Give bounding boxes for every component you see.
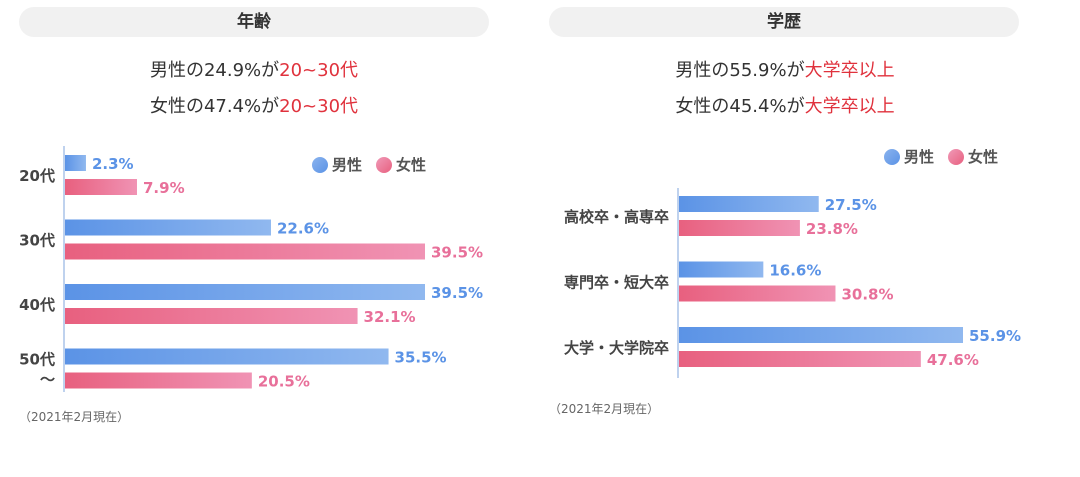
age-summary: 男性の24.9%が20~30代 女性の47.4%が20~30代 (0, 53, 508, 125)
category-label-2: 40代 (19, 296, 55, 314)
education-summary-male-text: 男性の55.9%が (675, 60, 805, 81)
age-summary-male-text: 男性の24.9%が (149, 60, 280, 81)
data-label-male-1: 22.6% (277, 220, 329, 238)
education-summary-line-female: 女性の45.4%が大学卒以上 (530, 89, 1040, 125)
education-chart: 27.5% 23.8% 高校卒・高専卒 16.6% 30.8% 専門卒・短大卒 55.9% 4… (564, 188, 1021, 378)
legend-male-label: 男性 (904, 148, 935, 166)
education-summary-female-highlight: 大学卒以上 (804, 96, 895, 117)
education-panel: 学歴 男性の55.9%が大学卒以上 女性の45.4%が大学卒以上 男性 女性 2… (530, 0, 1060, 477)
data-label-male-3: 35.5% (395, 349, 447, 367)
age-summary-line-male: 男性の24.9%が20~30代 (0, 53, 508, 89)
male-dot-icon (884, 148, 900, 165)
age-panel: 年齢 男性の24.9%が20~30代 女性の47.4%が20~30代 男性 女性… (0, 0, 510, 477)
education-summary-line-male: 男性の55.9%が大学卒以上 (530, 53, 1040, 89)
age-summary-female-text: 女性の47.4%が (149, 96, 280, 117)
category-label-3: 〜 (40, 371, 55, 389)
bar-male-1 (65, 219, 271, 236)
education-note: （2021年2月現在） (549, 402, 660, 416)
legend-female-label: 女性 (968, 148, 999, 166)
category-label-1: 30代 (19, 232, 55, 250)
data-label-female-2: 32.1% (364, 308, 416, 326)
education-title: 学歴 (549, 7, 1019, 37)
education-summary-female-text: 女性の45.4%が (675, 96, 805, 117)
age-title: 年齢 (19, 7, 489, 37)
education-summary-male-highlight: 大学卒以上 (804, 60, 895, 81)
category-label-1: 専門卒・短大卒 (564, 274, 669, 292)
female-dot-icon (948, 148, 965, 165)
age-summary-line-female: 女性の47.4%が20~30代 (0, 89, 508, 125)
bar-female-0 (679, 220, 800, 236)
data-label-female-0: 23.8% (806, 220, 858, 238)
legend-male-label: 男性 (332, 156, 363, 174)
data-label-female-3: 20.5% (258, 373, 310, 391)
legend-female: 女性 (376, 154, 426, 175)
data-label-male-1: 16.6% (769, 262, 821, 280)
data-label-male-0: 27.5% (825, 196, 877, 214)
data-label-female-2: 47.6% (927, 351, 979, 369)
legend-male: 男性 (884, 146, 934, 167)
category-label-0: 20代 (19, 167, 55, 185)
bar-male-0 (679, 196, 819, 212)
data-label-male-0: 2.3% (92, 155, 134, 173)
category-label-2: 大学・大学院卒 (564, 339, 669, 357)
bar-female-2 (65, 308, 358, 324)
data-label-female-1: 39.5% (431, 244, 483, 262)
data-label-female-1: 30.8% (841, 286, 893, 304)
bar-female-0 (65, 179, 137, 195)
data-label-female-0: 7.9% (143, 179, 185, 197)
bar-male-2 (679, 327, 963, 343)
bar-female-1 (679, 285, 836, 302)
female-dot-icon (376, 156, 393, 173)
legend-female-label: 女性 (396, 156, 427, 174)
category-label-3: 50代 (19, 351, 55, 369)
bar-male-0 (65, 155, 86, 171)
age-chart: 2.3% 7.9% 20代 22.6% 39.5% 30代 39.5% 32.1% 40代 35.… (19, 146, 483, 392)
bar-male-1 (679, 261, 764, 278)
data-label-male-2: 55.9% (969, 327, 1021, 345)
bar-male-3 (65, 348, 389, 365)
legend-male: 男性 (312, 154, 362, 175)
age-note: （2021年2月現在） (19, 410, 130, 424)
data-label-male-2: 39.5% (431, 284, 483, 302)
bar-male-2 (65, 284, 425, 300)
education-legend: 男性 女性 (884, 146, 1012, 167)
education-summary: 男性の55.9%が大学卒以上 女性の45.4%が大学卒以上 (530, 53, 1040, 125)
male-dot-icon (312, 156, 328, 173)
bar-female-1 (65, 243, 425, 260)
category-label-0: 高校卒・高専卒 (564, 208, 669, 226)
age-summary-male-highlight: 20~30代 (279, 60, 359, 81)
bar-female-2 (679, 351, 921, 367)
age-legend: 男性 女性 (312, 154, 440, 175)
legend-female: 女性 (948, 146, 998, 167)
age-summary-female-highlight: 20~30代 (279, 96, 359, 117)
bar-female-3 (65, 372, 252, 389)
